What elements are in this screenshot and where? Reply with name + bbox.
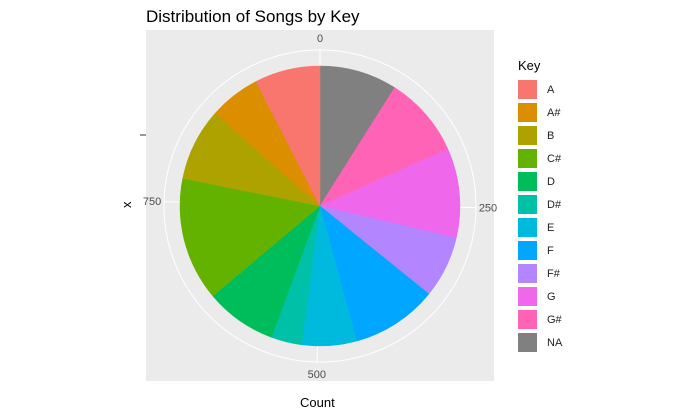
legend-item: D — [518, 170, 562, 193]
legend-item: B — [518, 124, 562, 147]
legend-label: G# — [547, 313, 562, 326]
legend-item: A# — [518, 101, 562, 124]
legend-item: E — [518, 216, 562, 239]
theta-tick-label: 250 — [479, 203, 497, 215]
legend-label: G — [547, 290, 556, 303]
pie-slice-g-sharp — [319, 87, 449, 207]
legend-swatch — [518, 264, 537, 283]
legend-label: NA — [547, 336, 563, 349]
x-axis-title: Count — [300, 395, 335, 410]
theta-tick-label: 500 — [308, 369, 326, 381]
pie-slice-g — [319, 148, 461, 239]
theta-tick-label: 750 — [143, 196, 161, 208]
theta-tick-label: 0 — [317, 33, 323, 45]
legend-swatch — [518, 218, 537, 237]
legend-item: C# — [518, 147, 562, 170]
legend-swatch — [518, 241, 537, 260]
legend-swatch — [518, 172, 537, 191]
legend-label: F — [547, 244, 554, 257]
legend-item: NA — [518, 331, 562, 354]
legend-swatch — [518, 310, 537, 329]
legend-swatch — [518, 103, 537, 122]
theta-ticks: 0 250 500 750 — [143, 33, 497, 381]
legend: A A# B C# D D# E F F# G G# NA — [518, 78, 562, 354]
legend-label: D# — [547, 198, 562, 211]
legend-item: D# — [518, 193, 562, 216]
pie-slice-a — [255, 65, 321, 207]
legend-item: G — [518, 285, 562, 308]
legend-item: F — [518, 239, 562, 262]
y-axis-title: x — [119, 201, 134, 209]
legend-swatch — [518, 126, 537, 145]
pie-slice-c-sharp — [179, 178, 321, 297]
legend-label: B — [547, 129, 555, 142]
pie-slices — [179, 65, 461, 347]
legend-swatch — [518, 149, 537, 168]
legend-swatch — [518, 287, 537, 306]
legend-label: F# — [547, 267, 560, 280]
legend-label: A — [547, 83, 555, 96]
legend-title: Key — [518, 58, 541, 73]
pie-slice-f — [319, 205, 430, 342]
legend-swatch — [518, 80, 537, 99]
legend-item: G# — [518, 308, 562, 331]
chart-title: Distribution of Songs by Key — [146, 7, 360, 26]
legend-item: A — [518, 78, 562, 101]
legend-swatch — [518, 195, 537, 214]
legend-item: F# — [518, 262, 562, 285]
legend-label: C# — [547, 152, 562, 165]
legend-label: A# — [547, 106, 561, 119]
legend-label: D — [547, 175, 555, 188]
legend-label: E — [547, 221, 555, 234]
legend-swatch — [518, 333, 537, 352]
